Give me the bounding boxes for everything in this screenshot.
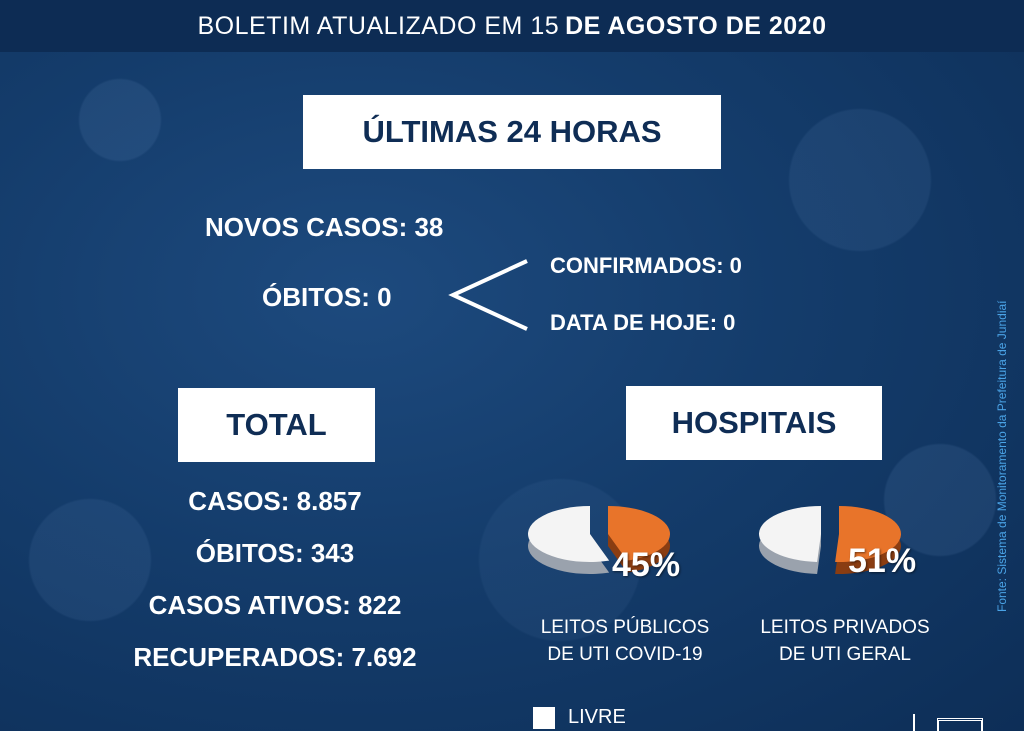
privados-free-slice [759,506,821,562]
pie-chart-leitos-privados [759,506,901,574]
city-logo-icon [937,718,983,731]
publicos-caption: LEITOS PÚBLICOS DE UTI COVID-19 [515,614,735,668]
publicos-caption-line2: DE UTI COVID-19 [547,644,703,665]
privados-occupied-slice [835,506,901,562]
legend-livre-swatch [533,707,555,729]
total-casos-text: CASOS: 8.857 [188,486,362,516]
hospitais-title: HOSPITAIS [671,405,837,440]
publicos-occupied-slice [608,506,670,561]
privados-caption: LEITOS PRIVADOS DE UTI GERAL [740,614,950,668]
legend-livre-label: LIVRE [568,706,626,728]
footer-divider [913,714,915,731]
branch-bracket-icon [448,259,528,331]
header-prefix: BOLETIM ATUALIZADO EM 15 [197,11,560,40]
total-recuperados-text: RECUPERADOS: 7.692 [133,642,417,672]
total-obitos-text: ÓBITOS: 343 [195,538,355,568]
bulletin-header: BOLETIM ATUALIZADO EM 15 DE AGOSTO DE 20… [0,0,1024,52]
last24-title-box: ÚLTIMAS 24 HORAS [303,95,721,169]
privados-caption-line2: DE UTI GERAL [779,644,911,665]
confirmados-text: CONFIRMADOS: 0 [550,253,742,278]
total-title: TOTAL [226,407,327,442]
obitos-24h-text: ÓBITOS: 0 [262,282,392,312]
last24-title: ÚLTIMAS 24 HORAS [362,114,662,149]
privados-caption-line1: LEITOS PRIVADOS [760,617,930,638]
hospitais-title-box: HOSPITAIS [626,386,882,460]
total-casos-ativos-text: CASOS ATIVOS: 822 [148,590,402,620]
source-credit: Fonte: Sistema de Monitoramento da Prefe… [995,300,1009,612]
header-date: DE AGOSTO DE 2020 [565,11,827,40]
publicos-caption-line1: LEITOS PÚBLICOS [540,617,710,638]
total-title-box: TOTAL [178,388,375,462]
publicos-free-slice [528,506,610,562]
data-de-hoje-text: DATA DE HOJE: 0 [550,310,736,335]
novos-casos-text: NOVOS CASOS: 38 [205,212,444,242]
publicos-percent-label: 45% [612,546,681,584]
privados-percent-label: 51% [848,542,917,580]
pie-chart-leitos-publicos [528,506,670,574]
